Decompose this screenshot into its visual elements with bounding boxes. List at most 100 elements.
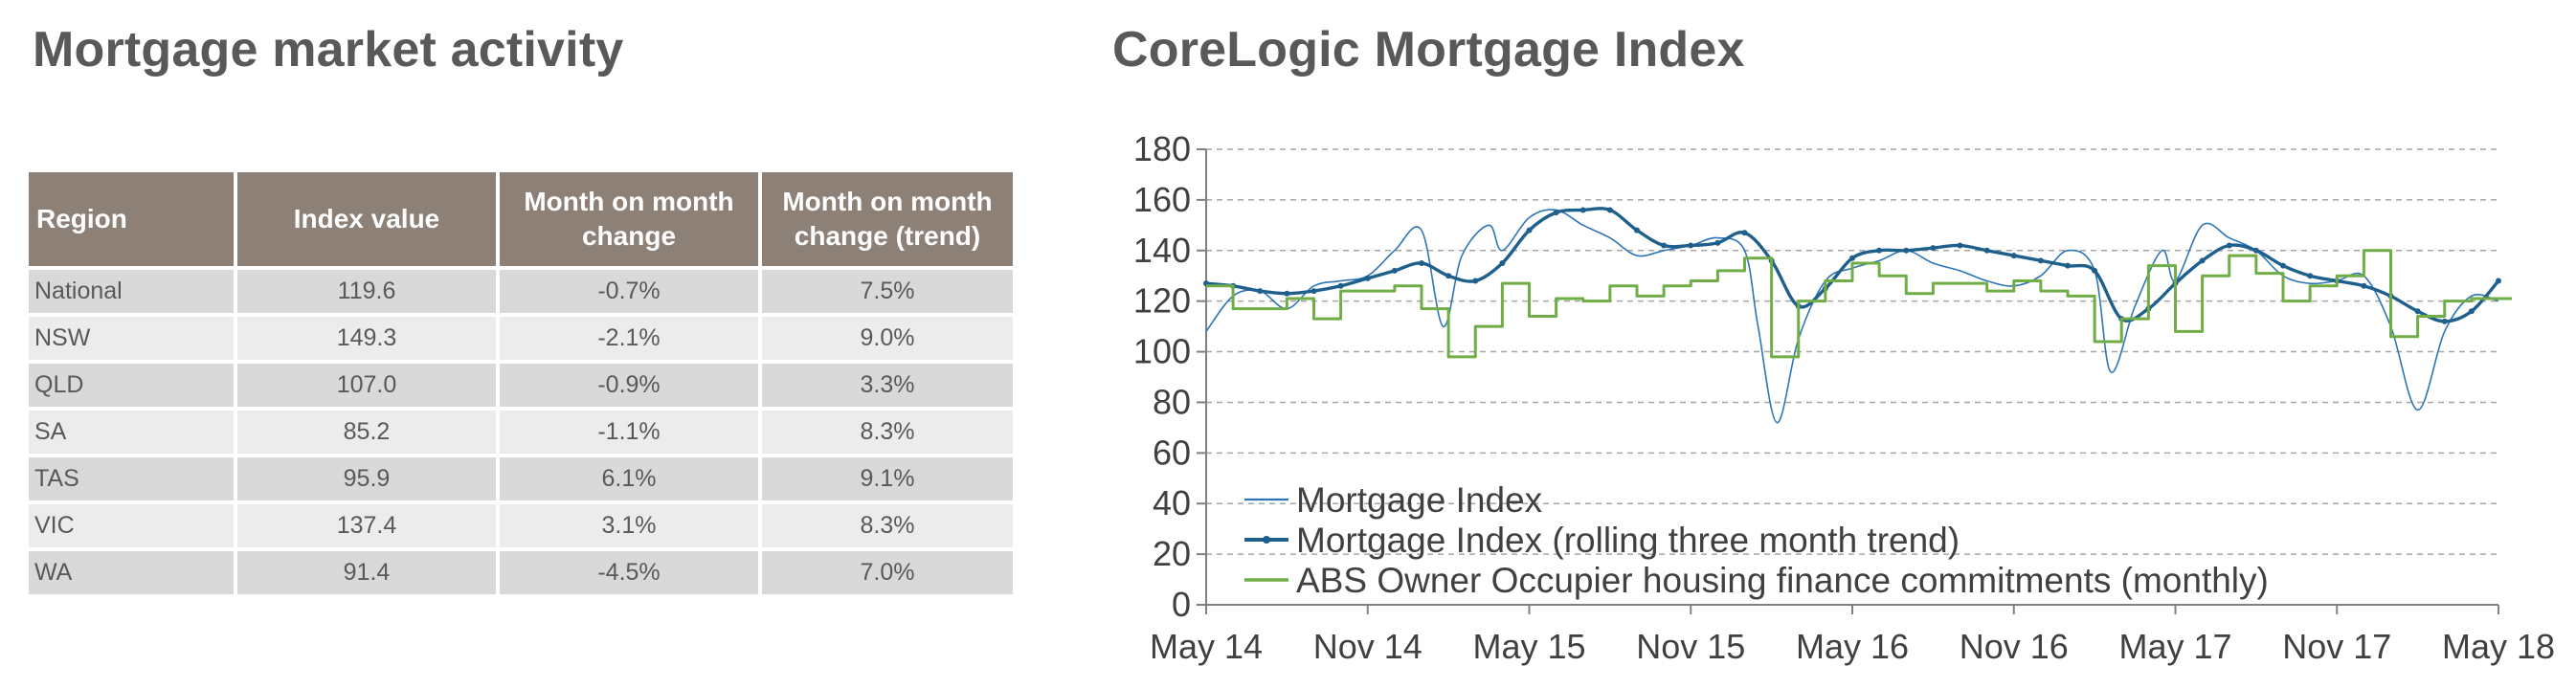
series-point	[2010, 253, 2017, 259]
chart-series	[1203, 207, 2513, 424]
series-point	[1741, 230, 1748, 236]
legend-label: ABS Owner Occupier housing finance commi…	[1296, 561, 2269, 600]
cell-trend: 7.0%	[762, 551, 1013, 594]
series-point	[2065, 262, 2071, 269]
series-point	[1337, 282, 1344, 289]
series-point	[2307, 273, 2314, 279]
cell-region: WA	[29, 551, 234, 594]
table-row: QLD 107.0 -0.9% 3.3%	[29, 364, 1013, 407]
x-tick-label: May 15	[1472, 627, 1585, 666]
x-tick-label: May 16	[1796, 627, 1909, 666]
series-point	[1257, 288, 1264, 295]
series-point	[2496, 278, 2501, 284]
y-tick-label: 140	[1133, 231, 1191, 270]
header-month-change-trend: Month on month change (trend)	[762, 172, 1013, 266]
cell-region: SA	[29, 411, 234, 454]
series-point	[2441, 318, 2448, 324]
cell-index: 95.9	[237, 457, 496, 500]
series-point	[1688, 242, 1694, 249]
y-tick-label: 0	[1172, 585, 1191, 624]
series-point	[1284, 290, 1290, 297]
cell-region: TAS	[29, 457, 234, 500]
series-point	[1553, 210, 1559, 216]
cell-trend: 9.1%	[762, 457, 1013, 500]
series-point	[1310, 288, 1317, 295]
cell-mom: 3.1%	[500, 504, 758, 547]
table-row: VIC 137.4 3.1% 8.3%	[29, 504, 1013, 547]
y-tick-label: 100	[1133, 332, 1191, 371]
cell-index: 107.0	[237, 364, 496, 407]
cell-trend: 8.3%	[762, 504, 1013, 547]
series-point	[1526, 227, 1533, 233]
x-tick-label: Nov 16	[1960, 627, 2069, 666]
cell-trend: 7.5%	[762, 270, 1013, 313]
cell-index: 137.4	[237, 504, 496, 547]
series-point	[1499, 260, 1506, 266]
series-point	[1714, 239, 1721, 246]
cell-mom: 6.1%	[500, 457, 758, 500]
cell-trend: 9.0%	[762, 317, 1013, 360]
table-header-row: Region Index value Month on month change…	[29, 172, 1013, 266]
cell-trend: 8.3%	[762, 411, 1013, 454]
y-tick-label: 60	[1153, 433, 1191, 472]
series-point	[1930, 245, 1937, 252]
cell-mom: -1.1%	[500, 411, 758, 454]
x-tick-label: Nov 15	[1636, 627, 1745, 666]
cell-index: 85.2	[237, 411, 496, 454]
x-tick-label: May 14	[1150, 627, 1263, 666]
series-point	[1957, 242, 1963, 249]
cell-mom: -0.9%	[500, 364, 758, 407]
cell-region: QLD	[29, 364, 234, 407]
cell-mom: -0.7%	[500, 270, 758, 313]
series-point	[2252, 247, 2259, 254]
series-point	[2468, 308, 2475, 315]
cell-region: VIC	[29, 504, 234, 547]
cell-mom: -4.5%	[500, 551, 758, 594]
series-point	[1849, 255, 1855, 261]
cell-region: National	[29, 270, 234, 313]
series-point	[2414, 308, 2421, 315]
series-point	[1391, 267, 1398, 274]
table-row: SA 85.2 -1.1% 8.3%	[29, 411, 1013, 454]
legend-marker	[1263, 536, 1270, 544]
series-line-1	[1205, 209, 2499, 424]
series-point	[1606, 207, 1613, 213]
y-tick-label: 160	[1133, 180, 1191, 219]
table-row: WA 91.4 -4.5% 7.0%	[29, 551, 1013, 594]
x-tick-label: Nov 17	[2282, 627, 2391, 666]
header-month-change: Month on month change	[500, 172, 758, 266]
table-row: TAS 95.9 6.1% 9.1%	[29, 457, 1013, 500]
series-point	[1445, 273, 1452, 279]
left-panel-title: Mortgage market activity	[33, 22, 624, 78]
series-point	[1903, 247, 1910, 254]
x-tick-label: Nov 14	[1313, 627, 1422, 666]
y-tick-label: 120	[1133, 281, 1191, 321]
cell-index: 149.3	[237, 317, 496, 360]
chart-axes: 0 20 40 60 80 100 120 140 160 180 May 14 Nov 14 May …	[1133, 129, 2555, 666]
series-point	[2226, 242, 2232, 249]
x-tick-label: May 18	[2442, 627, 2555, 666]
cell-trend: 3.3%	[762, 364, 1013, 407]
y-tick-label: 40	[1153, 483, 1191, 522]
y-tick-label: 180	[1133, 129, 1191, 168]
table-row: NSW 149.3 -2.1% 9.0%	[29, 317, 1013, 360]
series-point	[1472, 278, 1479, 284]
series-point	[1419, 260, 1424, 266]
header-index-value: Index value	[237, 172, 496, 266]
cell-index: 91.4	[237, 551, 496, 594]
series-point	[1634, 227, 1640, 233]
series-point	[2092, 267, 2098, 274]
mortgage-index-chart: 0 20 40 60 80 100 120 140 160 180 May 14 Nov 14 May …	[1133, 129, 2555, 666]
series-line-3	[1206, 249, 2513, 359]
mortgage-market-table: Region Index value Month on month change…	[25, 168, 1017, 598]
cell-index: 119.6	[237, 270, 496, 313]
header-region: Region	[29, 172, 234, 266]
series-point	[1661, 242, 1668, 249]
series-point	[2361, 282, 2367, 289]
series-point	[1579, 207, 1586, 213]
series-point	[1983, 247, 1990, 254]
series-point	[2199, 257, 2206, 264]
legend-label: Mortgage Index (rolling three month tren…	[1296, 521, 1960, 560]
right-panel-title: CoreLogic Mortgage Index	[1112, 22, 1745, 78]
